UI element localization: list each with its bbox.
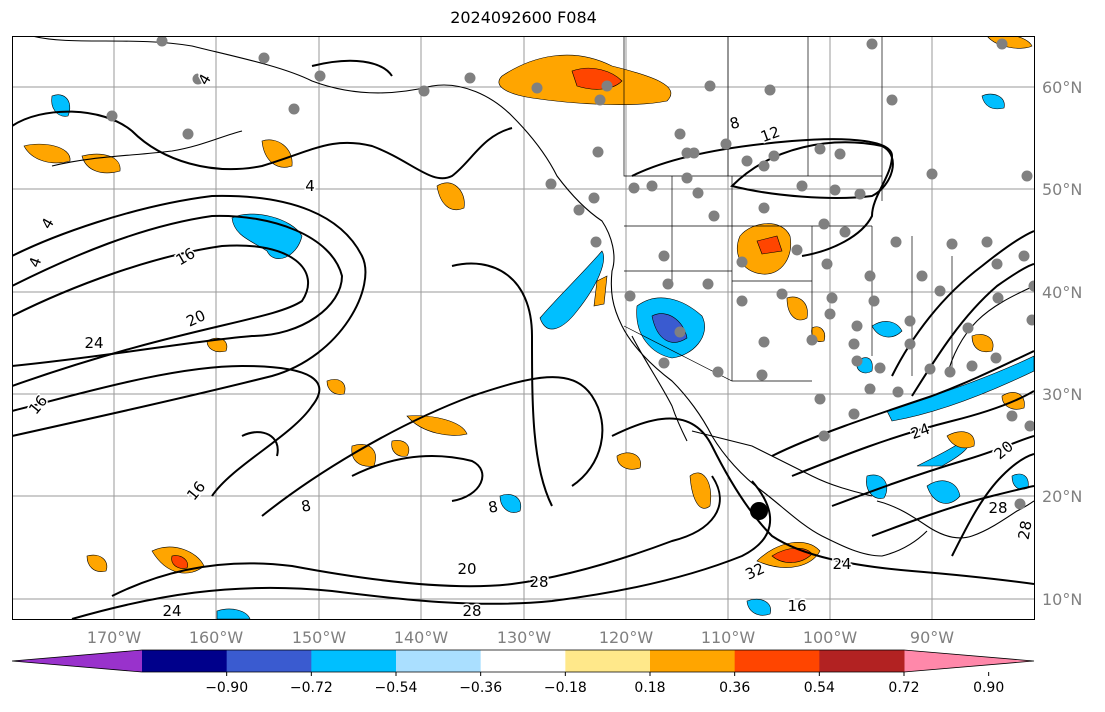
coastlines — [31, 36, 1034, 557]
colorbar-segment — [650, 650, 736, 672]
lat-label-20n: 20°N — [1042, 487, 1082, 506]
colorbar-tick-label: −0.72 — [290, 680, 333, 696]
map-background — [12, 36, 1034, 619]
map-title: 2024092600 F084 — [450, 8, 597, 27]
lat-label-60n: 60°N — [1042, 78, 1082, 97]
contour-label: 24 — [832, 555, 851, 573]
colorbar-segment — [565, 650, 651, 672]
longitude-labels: 170°W 160°W 150°W 140°W 130°W 120°W 110°… — [87, 628, 954, 646]
lon-label-140w: 140°W — [394, 628, 449, 646]
colorbar-tick-label: 0.72 — [888, 680, 919, 696]
contour-label: 28 — [1015, 519, 1036, 541]
contour-label: 28 — [529, 573, 548, 591]
latitude-labels: 60°N 50°N 40°N 30°N 20°N 10°N — [1042, 78, 1082, 609]
contour-label: 16 — [787, 597, 806, 615]
contour-label: 28 — [988, 499, 1007, 517]
map-frame — [12, 36, 1035, 620]
contour-label: 4 — [305, 177, 315, 195]
colorbar-tick-label: −0.54 — [375, 680, 418, 696]
colorbar-segment — [480, 650, 566, 672]
colorbar-tick-label: −0.36 — [459, 680, 502, 696]
contour-label: 8 — [300, 496, 313, 515]
lon-label-150w: 150°W — [292, 628, 347, 646]
colorbar-ticks: −0.90 −0.72 −0.54 −0.36 −0.18 0.18 0.36 0.54 0.7… — [205, 672, 1004, 696]
lat-label-50n: 50°N — [1042, 180, 1082, 199]
colorbar-tick-label: −0.18 — [544, 680, 587, 696]
contour-lines — [12, 59, 1034, 619]
colorbar-segment — [819, 650, 905, 672]
colorbar-tick-label: 0.18 — [634, 680, 665, 696]
lon-label-170w: 170°W — [87, 628, 142, 646]
colorbar: −0.90 −0.72 −0.54 −0.36 −0.18 0.18 0.36 0.54 0.7… — [12, 649, 1035, 696]
colorbar-segment — [311, 650, 397, 672]
colorbar-tick-label: 0.90 — [973, 680, 1004, 696]
lon-label-120w: 120°W — [599, 628, 654, 646]
colorbar-tick-label: 0.54 — [804, 680, 835, 696]
shaded-field — [23, 36, 1034, 619]
lat-label-30n: 30°N — [1042, 385, 1082, 404]
storm-center-marker — [750, 502, 768, 520]
lat-label-40n: 40°N — [1042, 283, 1082, 302]
contour-label: 24 — [162, 602, 181, 620]
contour-label: 24 — [84, 334, 103, 352]
colorbar-segment — [734, 650, 820, 672]
lat-label-10n: 10°N — [1042, 590, 1082, 609]
colorbar-tick-label: −0.90 — [205, 680, 248, 696]
lon-label-90w: 90°W — [910, 628, 954, 646]
lon-label-160w: 160°W — [189, 628, 244, 646]
colorbar-segment — [226, 650, 312, 672]
colorbar-outline — [12, 649, 1035, 673]
lon-label-110w: 110°W — [701, 628, 756, 646]
lon-label-130w: 130°W — [497, 628, 552, 646]
colorbar-segments — [12, 649, 1035, 673]
colorbar-segment — [396, 650, 482, 672]
contour-label: 20 — [457, 560, 476, 578]
political-borders — [623, 36, 953, 382]
colorbar-segment — [142, 650, 228, 672]
colorbar-extend-max — [904, 650, 1034, 672]
colorbar-tick-label: 0.36 — [719, 680, 750, 696]
colorbar-extend-min — [12, 650, 142, 672]
station-markers — [106, 36, 1034, 510]
contour-label: 28 — [462, 602, 481, 620]
lon-label-100w: 100°W — [803, 628, 858, 646]
